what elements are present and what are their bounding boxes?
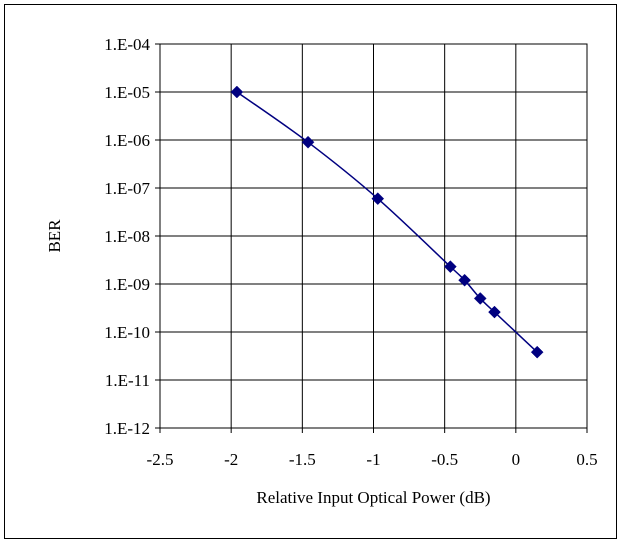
x-tick-label-0: -2.5: [147, 450, 174, 469]
y-axis-title: BER: [45, 219, 64, 253]
x-axis-ticks: -2.5 -2 -1.5 -1 -0.5 0 0.5: [147, 428, 598, 469]
x-tick-label-2: -1.5: [289, 450, 316, 469]
x-tick-label-1: -2: [224, 450, 238, 469]
chart-frame: [4, 4, 617, 539]
y-tick-label-2: 1.E-06: [104, 131, 150, 150]
data-point-1: [301, 135, 315, 149]
x-axis-title: Relative Input Optical Power (dB): [256, 488, 490, 507]
data-point-4: [458, 273, 471, 287]
data-point-3: [444, 260, 457, 273]
y-tick-label-5: 1.E-09: [104, 275, 150, 294]
y-tick-label-1: 1.E-05: [104, 83, 150, 102]
x-tick-label-3: -1: [366, 450, 380, 469]
y-tick-label-6: 1.E-10: [104, 323, 150, 342]
x-tick-label-6: 0.5: [576, 450, 597, 469]
data-point-5: [473, 292, 487, 305]
y-tick-label-0: 1.E-04: [104, 35, 150, 54]
x-tick-label-5: 0: [512, 450, 521, 469]
data-point-0: [230, 85, 244, 99]
x-tick-label-4: -0.5: [431, 450, 458, 469]
y-tick-label-4: 1.E-08: [104, 227, 150, 246]
y-tick-label-8: 1.E-12: [104, 419, 150, 438]
grid-lines: [159, 43, 588, 429]
data-point-6: [488, 305, 501, 319]
y-tick-label-3: 1.E-07: [104, 179, 150, 198]
data-point-2: [371, 192, 385, 206]
data-series: [230, 85, 544, 359]
data-point-7: [530, 345, 544, 359]
y-axis-ticks: 1.E-04 1.E-05 1.E-06 1.E-07 1.E-08 1.E-09 1.E-…: [104, 35, 160, 438]
y-tick-label-7: 1.E-11: [105, 371, 150, 390]
